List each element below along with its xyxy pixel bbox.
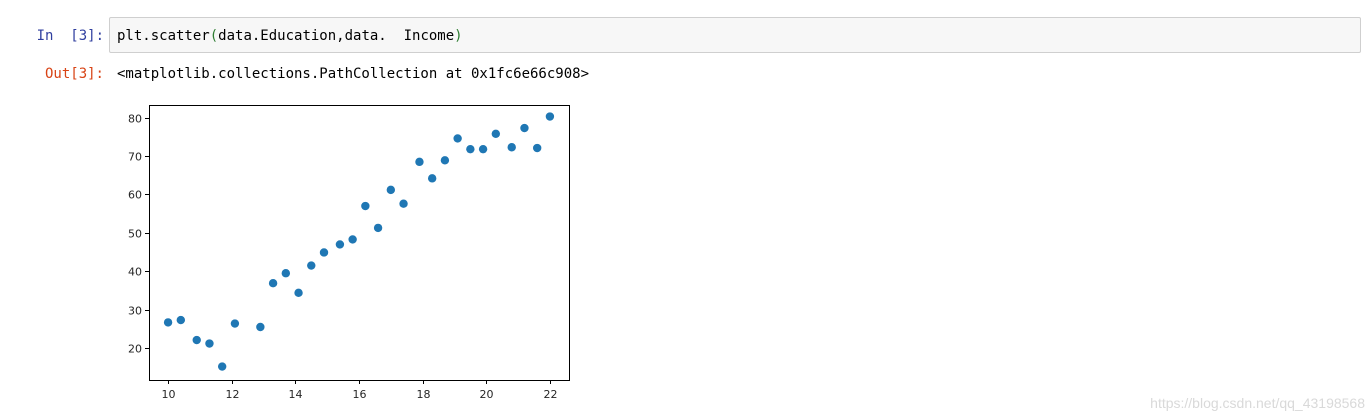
y-tick-label: 50 bbox=[128, 228, 142, 241]
plot-frame bbox=[149, 105, 570, 381]
x-tick-label: 22 bbox=[544, 388, 558, 401]
y-tick-label: 40 bbox=[128, 266, 142, 279]
x-tick-label: 10 bbox=[162, 388, 176, 401]
output-text: <matplotlib.collections.PathCollection a… bbox=[117, 66, 590, 82]
y-tick-label: 30 bbox=[128, 305, 142, 318]
scatter-point bbox=[478, 144, 488, 154]
scatter-point bbox=[319, 248, 329, 257]
code-cell-input[interactable]: plt.scatter(data.Education,data. Income) bbox=[109, 17, 1361, 53]
scatter-point bbox=[163, 318, 173, 327]
y-tick-label: 70 bbox=[128, 151, 142, 164]
code-arguments: data.Education,data. Income bbox=[218, 28, 455, 44]
input-prompt: In [3]: bbox=[36, 28, 104, 44]
scatter-point bbox=[453, 134, 462, 143]
scatter-point bbox=[205, 339, 214, 348]
scatter-point bbox=[307, 261, 316, 270]
scatter-point bbox=[268, 279, 278, 288]
y-tick-label: 80 bbox=[128, 113, 142, 126]
scatter-point bbox=[217, 362, 227, 371]
x-tick-label: 14 bbox=[289, 388, 303, 401]
y-tick-label: 60 bbox=[128, 189, 142, 202]
x-tick-label: 18 bbox=[417, 388, 431, 401]
scatter-point bbox=[294, 288, 303, 298]
scatter-point bbox=[532, 143, 542, 153]
scatter-point bbox=[507, 143, 516, 152]
scatter-point bbox=[386, 185, 396, 195]
scatter-point bbox=[399, 199, 408, 208]
scatter-point bbox=[230, 319, 240, 328]
scatter-point bbox=[256, 322, 265, 332]
scatter-point bbox=[466, 144, 475, 154]
scatter-point bbox=[335, 240, 345, 249]
scatter-point bbox=[520, 123, 529, 133]
watermark: https://blog.csdn.net/qq_43198568 bbox=[1150, 395, 1365, 411]
code-open-paren: ( bbox=[209, 28, 219, 44]
output-prompt: Out[3]: bbox=[44, 66, 104, 82]
scatter-point bbox=[427, 174, 437, 183]
scatter-point bbox=[415, 157, 424, 167]
x-tick-label: 16 bbox=[353, 388, 367, 401]
scatter-point bbox=[176, 315, 186, 325]
scatter-point bbox=[440, 156, 450, 165]
scatter-point bbox=[348, 235, 357, 244]
code-close-paren: ) bbox=[454, 28, 463, 44]
scatter-point bbox=[373, 223, 383, 233]
scatter-point bbox=[361, 201, 370, 211]
scatter-point bbox=[491, 129, 501, 139]
x-tick-label: 12 bbox=[226, 388, 240, 401]
scatter-point bbox=[192, 335, 201, 345]
scatter-plot: 10 12 14 16 18 20 22 20 30 40 50 60 70 80 bbox=[128, 105, 570, 402]
axis-ticks: 10 12 14 16 18 20 22 20 30 40 50 60 70 80 bbox=[128, 113, 558, 402]
scatter-point bbox=[545, 112, 555, 121]
scatter-point bbox=[281, 269, 291, 278]
x-tick-label: 20 bbox=[480, 388, 494, 401]
scatter-points bbox=[163, 112, 555, 371]
y-tick-label: 20 bbox=[128, 343, 142, 356]
code-line[interactable]: plt.scatter(data.Education,data. Income) bbox=[117, 26, 463, 46]
code-function: plt.scatter bbox=[117, 28, 210, 44]
